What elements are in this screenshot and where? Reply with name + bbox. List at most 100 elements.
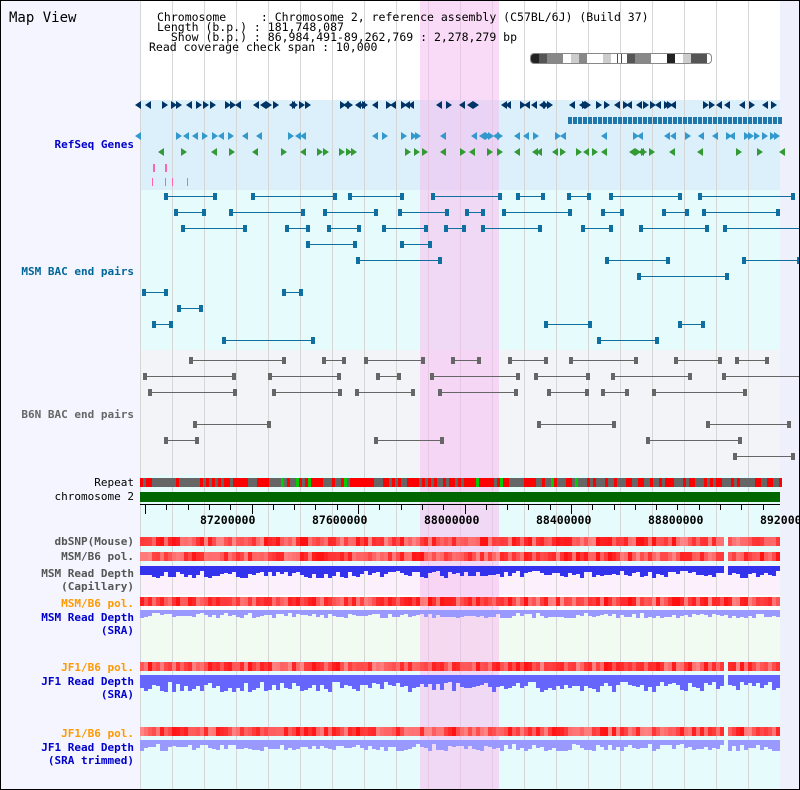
track-label[interactable]: RefSeq Genes [54, 138, 134, 151]
gene-feature[interactable] [685, 132, 691, 140]
msm-bac-pair[interactable] [515, 196, 546, 197]
gene-feature[interactable] [598, 117, 602, 124]
gene-feature[interactable] [281, 148, 287, 156]
gene-feature[interactable] [648, 117, 652, 124]
gene-feature[interactable] [698, 117, 702, 124]
b6n-bac-pair[interactable] [450, 360, 481, 361]
gene-feature[interactable] [643, 101, 649, 109]
gene-feature[interactable] [637, 132, 643, 140]
gene-feature[interactable] [712, 132, 718, 140]
b6n-bac-pair[interactable] [508, 360, 548, 361]
b6n-bac-pair[interactable] [374, 440, 445, 441]
b6n-bac-pair[interactable] [645, 440, 742, 441]
gene-feature[interactable] [408, 101, 414, 109]
gene-feature[interactable] [181, 148, 187, 156]
gene-feature[interactable] [467, 101, 473, 109]
selected-region-highlight[interactable] [420, 0, 499, 790]
gene-feature[interactable] [653, 117, 657, 124]
gene-feature[interactable] [560, 148, 566, 156]
chromosome-bar[interactable] [140, 492, 780, 502]
gene-feature[interactable] [552, 148, 558, 156]
b6n-bac-pair[interactable] [601, 392, 629, 393]
gene-feature[interactable] [460, 148, 466, 156]
gene-feature[interactable] [560, 132, 566, 140]
gene-feature[interactable] [771, 101, 777, 109]
gene-feature[interactable] [655, 101, 661, 109]
gene-feature[interactable] [292, 101, 298, 109]
msm-bac-pair[interactable] [722, 228, 800, 229]
b6n-bac-pair[interactable] [735, 360, 769, 361]
msm-bac-pair[interactable] [544, 324, 592, 325]
gene-feature[interactable] [253, 101, 259, 109]
ideogram-position-marker[interactable] [617, 54, 622, 63]
track-label[interactable]: MSM/B6 pol. [61, 597, 134, 610]
gene-feature[interactable] [539, 101, 545, 109]
b6n-bac-pair[interactable] [651, 392, 747, 393]
gene-feature[interactable] [192, 132, 198, 140]
track-label[interactable]: JF1/B6 pol. [61, 727, 134, 740]
track-label[interactable]: dbSNP(Mouse) [54, 535, 134, 548]
gene-feature[interactable] [422, 148, 428, 156]
gene-feature[interactable] [415, 132, 421, 140]
gene-feature[interactable] [614, 101, 620, 109]
gene-feature[interactable] [608, 117, 612, 124]
gene-feature[interactable] [733, 117, 737, 124]
b6n-bac-pair[interactable] [147, 392, 237, 393]
gene-feature[interactable] [670, 132, 676, 140]
b6n-bac-pair[interactable] [354, 392, 416, 393]
gene-feature[interactable] [390, 101, 396, 109]
gene-feature[interactable] [497, 148, 503, 156]
gene-feature[interactable] [754, 132, 760, 140]
gene-feature[interactable] [488, 132, 494, 140]
msm-bac-pair[interactable] [638, 228, 709, 229]
gene-feature[interactable] [229, 148, 235, 156]
track-label[interactable]: Repeat [94, 476, 134, 489]
gene-feature[interactable] [713, 117, 717, 124]
msm-bac-pair[interactable] [662, 212, 689, 213]
gene-feature[interactable] [683, 117, 687, 124]
gene-feature[interactable] [411, 132, 417, 140]
gene-feature[interactable] [210, 101, 216, 109]
msm-bac-pair[interactable] [601, 212, 624, 213]
gene-feature[interactable] [446, 101, 452, 109]
gene-feature[interactable] [440, 148, 446, 156]
gene-feature[interactable] [202, 132, 208, 140]
chromosome-ideogram[interactable] [530, 53, 712, 64]
gene-feature[interactable] [633, 132, 639, 140]
gene-feature[interactable] [273, 101, 279, 109]
gene-feature[interactable] [479, 132, 485, 140]
gene-feature[interactable] [317, 148, 323, 156]
gene-feature[interactable] [211, 148, 217, 156]
msm-bac-pair[interactable] [381, 228, 428, 229]
b6n-bac-pair[interactable] [610, 376, 693, 377]
gene-feature[interactable] [469, 148, 475, 156]
gene-feature[interactable] [497, 132, 503, 140]
gene-feature[interactable] [543, 101, 549, 109]
gene-feature[interactable] [724, 101, 730, 109]
gene-feature[interactable] [593, 117, 597, 124]
gene-feature[interactable] [225, 101, 231, 109]
gene-feature[interactable] [401, 132, 407, 140]
gene-feature[interactable] [633, 117, 637, 124]
gene-feature[interactable] [351, 148, 357, 156]
gene-feature[interactable] [748, 132, 754, 140]
gene-feature[interactable] [346, 148, 352, 156]
msm-bac-pair[interactable] [597, 340, 659, 341]
gene-feature[interactable] [145, 101, 151, 109]
track-label[interactable]: B6N BAC end pairs [21, 408, 134, 421]
msm-bac-pair[interactable] [152, 324, 173, 325]
gene-feature[interactable] [547, 101, 553, 109]
gene-feature[interactable] [203, 101, 209, 109]
msm-bac-pair[interactable] [697, 196, 796, 197]
msm-bac-pair[interactable] [177, 308, 203, 309]
gene-feature[interactable] [555, 132, 561, 140]
gene-feature[interactable] [576, 148, 582, 156]
gene-feature[interactable] [739, 101, 745, 109]
gene-feature[interactable] [158, 148, 164, 156]
gene-feature[interactable] [362, 101, 368, 109]
gene-feature[interactable] [708, 117, 712, 124]
b6n-bac-pair[interactable] [706, 424, 792, 425]
gene-feature[interactable] [650, 101, 656, 109]
gene-feature[interactable] [636, 101, 642, 109]
gene-feature[interactable] [524, 101, 530, 109]
